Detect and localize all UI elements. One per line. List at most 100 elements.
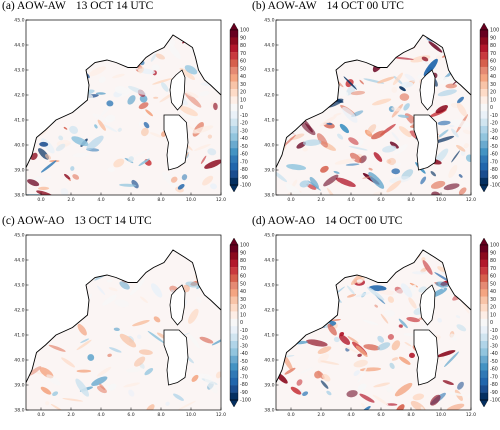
colorbar-swatch	[480, 52, 488, 60]
colorbar-swatch	[230, 245, 238, 253]
corsica-island	[169, 284, 186, 326]
colorbar-label: -50	[490, 144, 498, 150]
colorbar-label: -60	[490, 367, 498, 373]
anomaly-patch	[456, 144, 466, 152]
lat-tick-label: 45.0	[264, 233, 274, 239]
anomaly-patch	[437, 266, 447, 273]
lon-tick-label: 6.0	[377, 412, 384, 418]
colorbar-swatch	[230, 267, 238, 275]
panel-time: 13 OCT 14 UTC	[74, 215, 152, 227]
lon-tick-label: 6.0	[127, 412, 134, 418]
map-frame	[275, 19, 472, 196]
anomaly-patch	[319, 115, 337, 127]
colorbar-swatch	[230, 66, 238, 75]
anomaly-patch	[382, 145, 397, 153]
colorbar-label: 10	[240, 313, 246, 319]
colorbar-swatch	[230, 125, 238, 134]
anomaly-patch	[373, 382, 391, 388]
anomaly-patch	[69, 125, 78, 134]
anomaly-patch	[317, 346, 332, 354]
lon-tick-label: 12.0	[466, 412, 476, 418]
lat-tick-label: 42.0	[264, 308, 274, 314]
anomaly-patch	[431, 191, 441, 195]
anomaly-patch	[386, 159, 392, 164]
sardinia-island	[163, 114, 189, 171]
anomaly-patch	[27, 366, 42, 377]
anomaly-patch	[200, 155, 207, 164]
lon-tick-label: 12.0	[216, 197, 226, 203]
anomaly-patch	[437, 76, 457, 85]
anomaly-patch	[143, 121, 150, 129]
anomaly-patch	[393, 144, 408, 155]
anomaly-patch	[96, 385, 108, 394]
panel-d: 0.0 2.0 4.0 6.0 8.0 10.0 12.0 38.0 39.0 40.0 41.0 4…	[250, 215, 500, 430]
colorbar-min-arrow	[229, 399, 239, 408]
colorbar-swatch	[230, 311, 238, 320]
anomaly-patch	[346, 390, 358, 398]
anomaly-patch	[342, 106, 358, 123]
anomaly-patch	[333, 336, 340, 343]
anomaly-patch	[389, 141, 399, 149]
lat-tick-label: 38.0	[14, 408, 24, 414]
colorbar: 1009080706050403020100-10-20-30-40-50-60…	[479, 22, 500, 193]
anomaly-patch	[357, 353, 362, 357]
anomaly-patch	[374, 304, 378, 308]
colorbar-label: -50	[240, 359, 248, 365]
anomaly-patch	[137, 66, 144, 74]
anomaly-patch	[412, 393, 425, 401]
anomaly-patch	[192, 125, 214, 134]
colorbar-label: 50	[490, 67, 496, 73]
colorbar-label: 90	[490, 36, 496, 42]
lat-tick-label: 44.0	[14, 258, 24, 264]
anomaly-patch	[138, 118, 144, 126]
anomaly-patch	[162, 171, 177, 188]
anomaly-patch	[368, 172, 385, 189]
anomaly-patch	[141, 127, 149, 137]
anomaly-patch	[346, 285, 356, 295]
lon-tick-label: 12.0	[466, 197, 476, 203]
anomaly-patch	[112, 73, 125, 79]
anomaly-patch	[359, 79, 364, 85]
anomaly-patch	[161, 82, 169, 92]
colorbar-label: 40	[490, 289, 496, 295]
colorbar-label: -70	[490, 159, 498, 165]
anomaly-patch	[398, 324, 403, 328]
anomaly-patch	[372, 191, 384, 195]
colorbar-swatch	[480, 81, 488, 90]
anomaly-patch	[113, 158, 125, 168]
anomaly-patch	[392, 56, 414, 60]
colorbar-swatch	[230, 96, 238, 105]
colorbar-label: 100	[240, 243, 249, 249]
colorbar-swatch	[480, 103, 488, 112]
anomaly-patch	[378, 290, 398, 296]
colorbar-label: 70	[490, 266, 496, 272]
panel-tag: (d) AOW-AO	[252, 215, 315, 227]
colorbar-swatch	[230, 370, 238, 379]
anomaly-patch	[367, 286, 385, 301]
colorbar-swatch	[230, 274, 238, 283]
anomaly-patch	[152, 78, 172, 85]
colorbar-label: -80	[490, 382, 498, 388]
colorbar-swatch	[480, 392, 488, 401]
anomaly-patch	[150, 53, 157, 62]
anomaly-patch	[356, 279, 363, 283]
anomaly-patch	[309, 176, 319, 189]
anomaly-patch	[450, 333, 457, 341]
colorbar-swatch	[230, 30, 238, 38]
anomaly-patch	[397, 114, 409, 118]
colorbar-min-arrow	[479, 399, 489, 408]
anomaly-patch	[456, 324, 467, 332]
colorbar-label: -10	[240, 113, 248, 119]
anomaly-patch	[194, 143, 211, 151]
anomaly-patch	[327, 323, 337, 336]
lat-tick-label: 38.0	[264, 408, 274, 414]
colorbar-swatch	[480, 118, 488, 127]
anomaly-patch	[285, 183, 302, 195]
colorbar-swatch	[480, 155, 488, 164]
anomaly-patch	[357, 366, 368, 383]
colorbar-swatch	[230, 259, 238, 268]
lon-tick-label: 4.0	[97, 412, 104, 418]
colorbar-swatch	[230, 333, 238, 342]
anomaly-patch	[87, 354, 95, 361]
anomaly-patch	[437, 318, 442, 323]
